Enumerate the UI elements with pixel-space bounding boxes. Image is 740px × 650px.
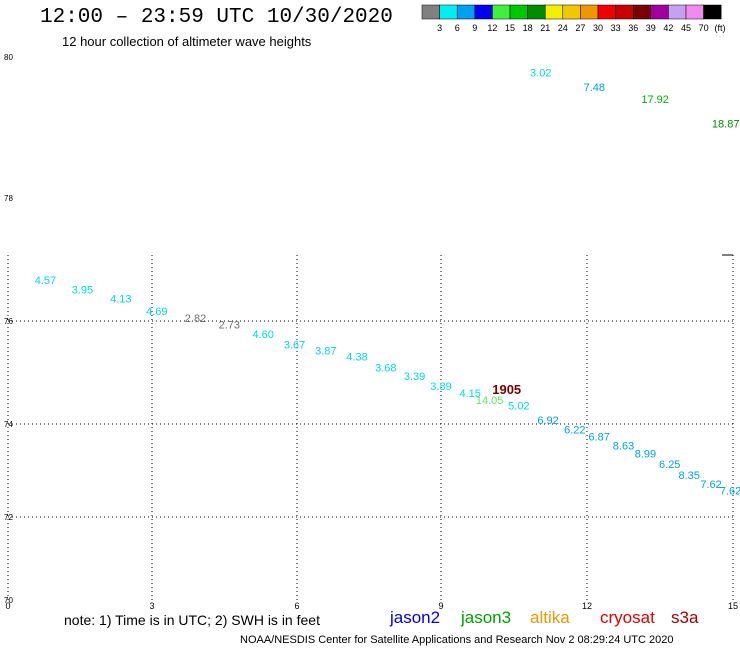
satellite-jason2: jason2 — [390, 608, 441, 627]
legend-label: 30 — [593, 23, 603, 33]
wave-height-label: 8.99 — [635, 448, 656, 460]
wave-height-label: 6.92 — [537, 415, 558, 427]
legend-swatch — [597, 4, 616, 20]
legend-swatch — [668, 4, 687, 20]
legend-swatch — [439, 4, 458, 20]
legend-label: 45 — [681, 23, 691, 33]
legend-swatch — [632, 4, 652, 20]
wave-height-label: 4.57 — [35, 275, 56, 287]
wave-height-label: 3.67 — [284, 339, 305, 351]
legend-label: 24 — [558, 23, 568, 33]
wave-height-label: 4.15 — [459, 388, 480, 400]
legend-swatch — [474, 4, 493, 20]
x-tick-label: 15 — [728, 601, 738, 611]
legend-label: 21 — [540, 23, 550, 33]
legend-label: 9 — [472, 23, 477, 33]
satellite-altika: altika — [530, 608, 570, 627]
lat-lon-grid — [7, 254, 734, 600]
wave-height-label: 2.82 — [185, 313, 206, 325]
legend-label: 70 — [699, 23, 709, 33]
legend-label: 39 — [646, 23, 656, 33]
wave-height-label: 3.39 — [404, 371, 425, 383]
wave-height-label: 4.13 — [110, 294, 131, 306]
legend-swatch — [527, 4, 546, 20]
x-tick-label: 0 — [5, 601, 10, 611]
wave-height-label: 7.62 — [700, 479, 721, 491]
legend-label: 6 — [455, 23, 460, 33]
wave-height-label: 3.95 — [72, 284, 93, 296]
y-tick-label: 70 — [4, 596, 13, 605]
x-tick-label: 9 — [438, 601, 443, 611]
legend-label: 36 — [628, 23, 638, 33]
wave-height-label: 6.22 — [564, 424, 585, 436]
satellite-jason3: jason3 — [461, 608, 512, 627]
credit-line: NOAA/NESDIS Center for Satellite Applica… — [240, 634, 674, 646]
wave-height-label: 3.89 — [430, 381, 451, 393]
legend-swatch — [492, 4, 511, 20]
wave-height-label: 7.48 — [584, 82, 605, 94]
wave-height-label: 6.87 — [588, 431, 609, 443]
wave-height-label: 2.73 — [219, 320, 240, 332]
wave-height-label: 3.68 — [375, 362, 396, 374]
satellite-s3a: s3a — [671, 608, 699, 627]
y-tick-label: 76 — [4, 317, 13, 326]
legend-unit: (ft) — [715, 23, 726, 33]
x-tick-label: 12 — [582, 601, 592, 611]
legend-label: 33 — [611, 23, 621, 33]
wave-height-label: 17.92 — [641, 94, 669, 106]
wave-height-label: 7.62 — [720, 486, 740, 498]
x-tick-label: 3 — [149, 601, 154, 611]
legend-swatch — [703, 4, 722, 20]
y-tick-label: 80 — [4, 53, 13, 62]
wave-height-label: 3.02 — [530, 68, 551, 80]
wave-height-label: 8.63 — [613, 441, 634, 453]
wave-height-label: 3.87 — [315, 345, 336, 357]
wave-height-label: 6.25 — [659, 459, 680, 471]
y-tick-label: 78 — [4, 194, 13, 203]
legend-swatch — [580, 4, 599, 20]
axis-ticks: 0 3 6 9 12 15 80 78 76 74 72 70 — [4, 53, 738, 611]
color-legend: 3 6 9 12 15 18 21 24 27 30 33 36 39 42 45 70 (ft) — [421, 4, 726, 33]
wave-height-label: 8.35 — [678, 470, 699, 482]
satellite-cryosat: cryosat — [600, 608, 655, 627]
legend-swatch — [615, 4, 634, 20]
x-tick-label: 6 — [294, 601, 299, 611]
wave-height-label: 4.60 — [252, 329, 273, 341]
legend-swatch — [685, 4, 704, 20]
legend-label: 15 — [505, 23, 515, 33]
y-tick-label: 72 — [4, 513, 13, 522]
legend-label: 18 — [523, 23, 533, 33]
legend-label: 3 — [437, 23, 442, 33]
legend-label: 27 — [575, 23, 585, 33]
wave-height-label: 4.69 — [146, 306, 167, 318]
wave-height-label: 5.02 — [508, 401, 529, 413]
wave-height-label: 14.05 — [476, 395, 504, 407]
page-title: 12:00 – 23:59 UTC 10/30/2020 — [40, 6, 393, 29]
legend-swatch — [509, 4, 528, 20]
wave-height-label: 4.38 — [346, 352, 367, 364]
storm-label: 1905 — [492, 382, 521, 397]
legend-swatch — [544, 4, 564, 20]
legend-swatch — [562, 4, 581, 20]
wave-height-observations: 3.02 7.48 17.92 18.87 4.57 3.95 4.13 4.69 2.82 2.… — [35, 68, 740, 498]
wave-height-label: 18.87 — [712, 119, 740, 131]
legend-label: 42 — [663, 23, 673, 33]
legend-swatch — [456, 4, 476, 20]
legend-swatch — [421, 4, 440, 20]
legend-swatch — [650, 4, 669, 20]
page-subtitle: 12 hour collection of altimeter wave hei… — [62, 34, 312, 49]
y-tick-label: 74 — [4, 420, 13, 429]
legend-label: 12 — [487, 23, 497, 33]
footer-note: note: 1) Time is in UTC; 2) SWH is in fe… — [64, 612, 320, 628]
